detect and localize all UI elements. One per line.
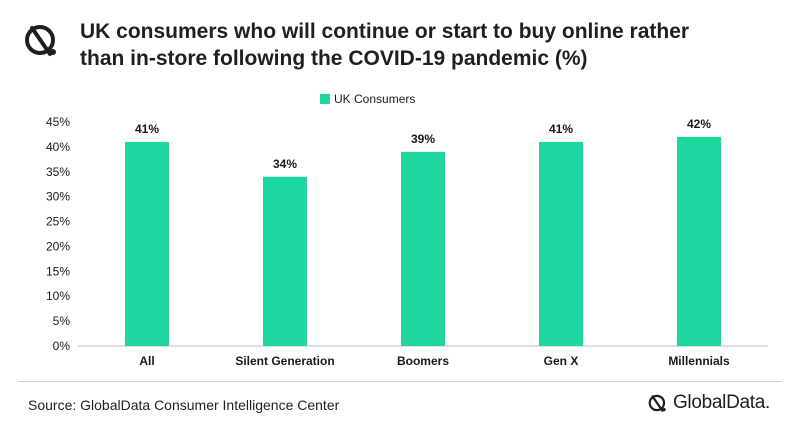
brand-logo: GlobalData. (647, 392, 770, 414)
y-tick-label: 40% (46, 140, 70, 154)
x-tick-label: Gen X (544, 354, 579, 368)
data-label: 41% (549, 122, 573, 136)
y-tick-label: 45% (46, 115, 70, 129)
x-tick-label: All (139, 354, 154, 368)
y-tick-label: 20% (46, 239, 70, 253)
bar (401, 151, 445, 346)
y-tick-label: 5% (53, 314, 71, 328)
x-tick-label: Millennials (668, 354, 730, 368)
data-label: 39% (411, 132, 435, 146)
bar (539, 141, 583, 346)
bar (263, 176, 307, 346)
legend-swatch (320, 94, 330, 104)
data-label: 42% (687, 117, 711, 131)
bar-chart: UK Consumers 0% 5% 10% 15% 20% 25% 30% 35% 40% 45%… (46, 92, 768, 368)
y-tick-label: 35% (46, 165, 70, 179)
y-tick-label: 30% (46, 190, 70, 204)
x-tick-label: Silent Generation (235, 354, 334, 368)
footer-divider (18, 381, 782, 382)
data-label: 34% (273, 157, 297, 171)
y-tick-label: 25% (46, 215, 70, 229)
brand-name: GlobalData. (672, 392, 770, 413)
y-tick-label: 15% (46, 264, 70, 278)
data-label: 41% (135, 122, 159, 136)
chart-title-line-1: UK consumers who will continue or start … (80, 20, 690, 43)
y-tick-label: 0% (53, 339, 71, 353)
legend-label: UK Consumers (334, 92, 415, 106)
globaldata-brand-icon (648, 394, 666, 412)
bar (677, 136, 721, 346)
source-note: Source: GlobalData Consumer Intelligence… (28, 397, 340, 413)
y-tick-label: 10% (46, 289, 70, 303)
x-tick-label: Boomers (397, 354, 449, 368)
globaldata-logo-icon (25, 25, 56, 56)
chart-title: UK consumers who will continue or start … (80, 18, 780, 72)
chart-title-line-2: than in-store following the COVID-19 pan… (80, 47, 588, 70)
bar (125, 141, 169, 346)
